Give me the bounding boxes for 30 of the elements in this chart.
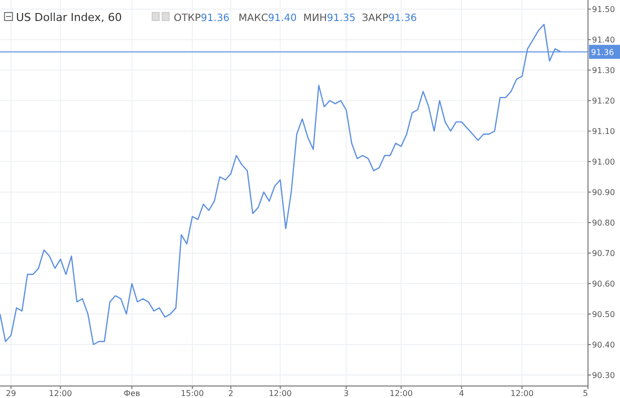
y-tick-label: 91.20 — [592, 96, 615, 106]
y-tick-label: 90.60 — [592, 280, 615, 289]
y-tick-label: 91.10 — [592, 127, 615, 136]
annotation: МАКС91.40 — [238, 13, 297, 24]
y-tick-label: 90.90 — [592, 188, 615, 198]
x-tick-label: 12:00 — [510, 389, 534, 398]
text: US Dollar Index, 60 — [16, 11, 122, 24]
y-tick-label: 91.00 — [592, 158, 615, 167]
x-tick-label: 12:00 — [268, 389, 292, 398]
x-tick-label: 3 — [344, 389, 349, 398]
x-tick-label: 5 — [582, 389, 588, 398]
x-tick-label: 2 — [228, 389, 234, 398]
annotation: ОТКР91.36 — [174, 13, 230, 24]
y-tick-label: 90.40 — [592, 340, 615, 350]
ref-line-label: 91.36 — [591, 48, 614, 57]
y-tick-label: 91.40 — [592, 36, 615, 45]
x-tick-label: 15:00 — [180, 389, 204, 398]
x-tick-label: 29 — [6, 389, 16, 398]
y-tick-label: 90.50 — [592, 310, 615, 320]
x-tick-label: 4 — [459, 389, 464, 398]
y-tick-label: 91.50 — [592, 5, 615, 14]
y-tick-label: 90.80 — [592, 218, 615, 228]
x-tick-label: 12:00 — [48, 389, 72, 398]
y-tick-label: 90.70 — [592, 249, 615, 258]
annotation: ЗАКР91.36 — [362, 13, 417, 24]
y-tick-label: 91.30 — [592, 66, 615, 76]
y-tick-label: 90.30 — [592, 371, 615, 380]
annotation: МИН91.35 — [303, 13, 356, 24]
x-tick-label: Фев — [124, 389, 140, 398]
x-tick-label: 12:00 — [390, 389, 413, 398]
